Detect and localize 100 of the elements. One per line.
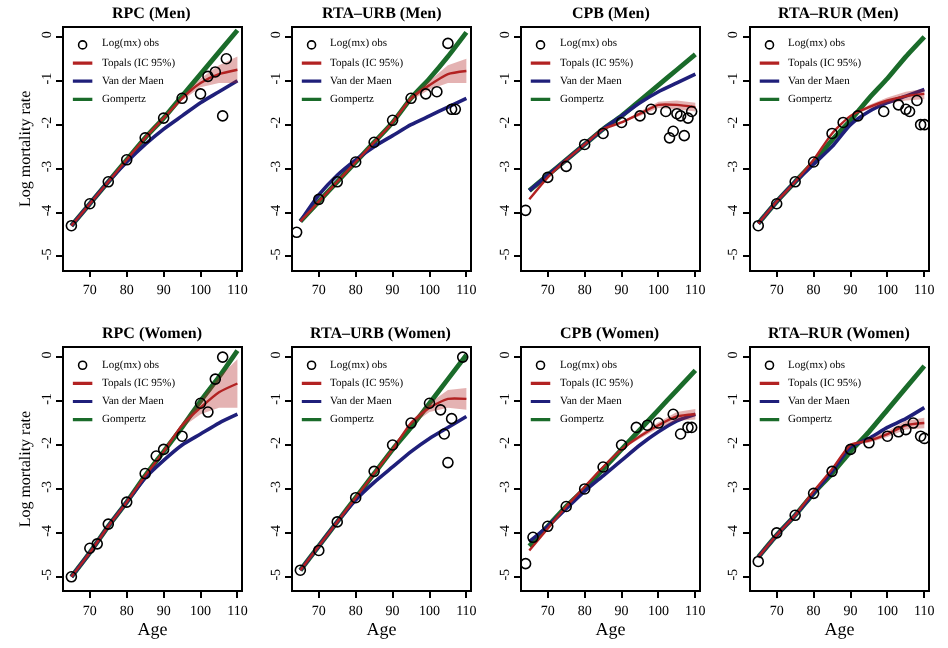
- point: [386, 439, 399, 451]
- x-axis-title: Age: [824, 618, 855, 639]
- point: [157, 112, 170, 124]
- point: [918, 432, 928, 445]
- point: [368, 136, 380, 149]
- point: [671, 107, 683, 120]
- y-axis-title: Log mortality rate: [16, 410, 34, 528]
- point: [560, 500, 572, 513]
- point: [907, 417, 920, 429]
- chart-title: RPC (Women): [102, 324, 203, 342]
- point: [331, 516, 344, 528]
- point: [682, 112, 694, 124]
- point: [434, 404, 447, 416]
- point: [903, 105, 916, 118]
- point: [438, 428, 451, 440]
- line-series: [526, 367, 698, 549]
- point: [442, 37, 454, 50]
- point: [202, 406, 214, 418]
- line-series: [297, 352, 469, 573]
- point: [560, 160, 572, 173]
- point: [578, 483, 591, 495]
- point: [685, 421, 698, 434]
- point: [84, 542, 96, 555]
- point: [194, 88, 207, 100]
- point: [911, 94, 923, 107]
- point: [844, 443, 857, 456]
- point: [826, 127, 838, 140]
- point: [678, 129, 691, 142]
- y-axis-title: Log mortality rate: [16, 89, 34, 208]
- point: [521, 557, 532, 570]
- x-axis-title: Age: [137, 618, 168, 639]
- point: [652, 417, 665, 429]
- point: [220, 52, 233, 65]
- point: [139, 132, 151, 144]
- point: [660, 105, 672, 118]
- chart-title: RTA–URB (Men): [322, 4, 443, 22]
- chart-title: CPB (Women): [560, 324, 660, 342]
- point: [541, 171, 554, 184]
- point: [667, 408, 680, 421]
- point: [837, 116, 849, 129]
- point: [674, 110, 687, 122]
- chart-title: RTA–URB (Women): [310, 324, 452, 342]
- point: [900, 423, 912, 436]
- point: [881, 430, 894, 443]
- point: [368, 465, 380, 478]
- point: [292, 226, 303, 239]
- point: [405, 417, 417, 429]
- point: [176, 92, 188, 105]
- point: [209, 66, 222, 78]
- point: [674, 428, 687, 440]
- point: [892, 426, 905, 438]
- point: [900, 103, 912, 116]
- line-series: [68, 28, 240, 229]
- x-axis-title: Age: [595, 618, 626, 639]
- point: [630, 421, 643, 434]
- point: [877, 105, 890, 118]
- point: [807, 487, 820, 500]
- point: [615, 439, 628, 451]
- point: [102, 175, 115, 188]
- point: [682, 421, 694, 434]
- point: [139, 467, 151, 480]
- point: [216, 110, 229, 122]
- point: [386, 114, 399, 127]
- point: [445, 103, 458, 116]
- point: [157, 443, 170, 456]
- point: [634, 110, 646, 122]
- point: [892, 99, 905, 111]
- point: [120, 496, 133, 508]
- point: [789, 509, 801, 522]
- point: [405, 92, 417, 105]
- point: [313, 193, 325, 206]
- point: [65, 571, 78, 583]
- point: [789, 175, 801, 188]
- point: [449, 103, 462, 116]
- point: [442, 456, 454, 469]
- chart-title: CPB (Men): [572, 4, 651, 22]
- point: [349, 156, 362, 168]
- point: [209, 373, 222, 385]
- point: [541, 520, 554, 533]
- point: [597, 461, 609, 473]
- point: [667, 125, 680, 138]
- chart-title: RPC (Men): [112, 4, 192, 22]
- point: [150, 450, 163, 462]
- line-series: [297, 30, 469, 224]
- point: [918, 118, 928, 131]
- point: [770, 197, 783, 210]
- point: [752, 219, 765, 232]
- point: [445, 412, 458, 425]
- point: [826, 465, 838, 478]
- point: [456, 351, 469, 363]
- point: [863, 437, 875, 449]
- point: [578, 138, 591, 151]
- point: [423, 397, 436, 410]
- chart-title: RTA–RUR (Women): [768, 324, 911, 342]
- point: [120, 154, 133, 166]
- point: [752, 555, 765, 568]
- point: [420, 88, 432, 100]
- point: [331, 175, 344, 188]
- point: [202, 70, 214, 83]
- line-series: [527, 72, 698, 193]
